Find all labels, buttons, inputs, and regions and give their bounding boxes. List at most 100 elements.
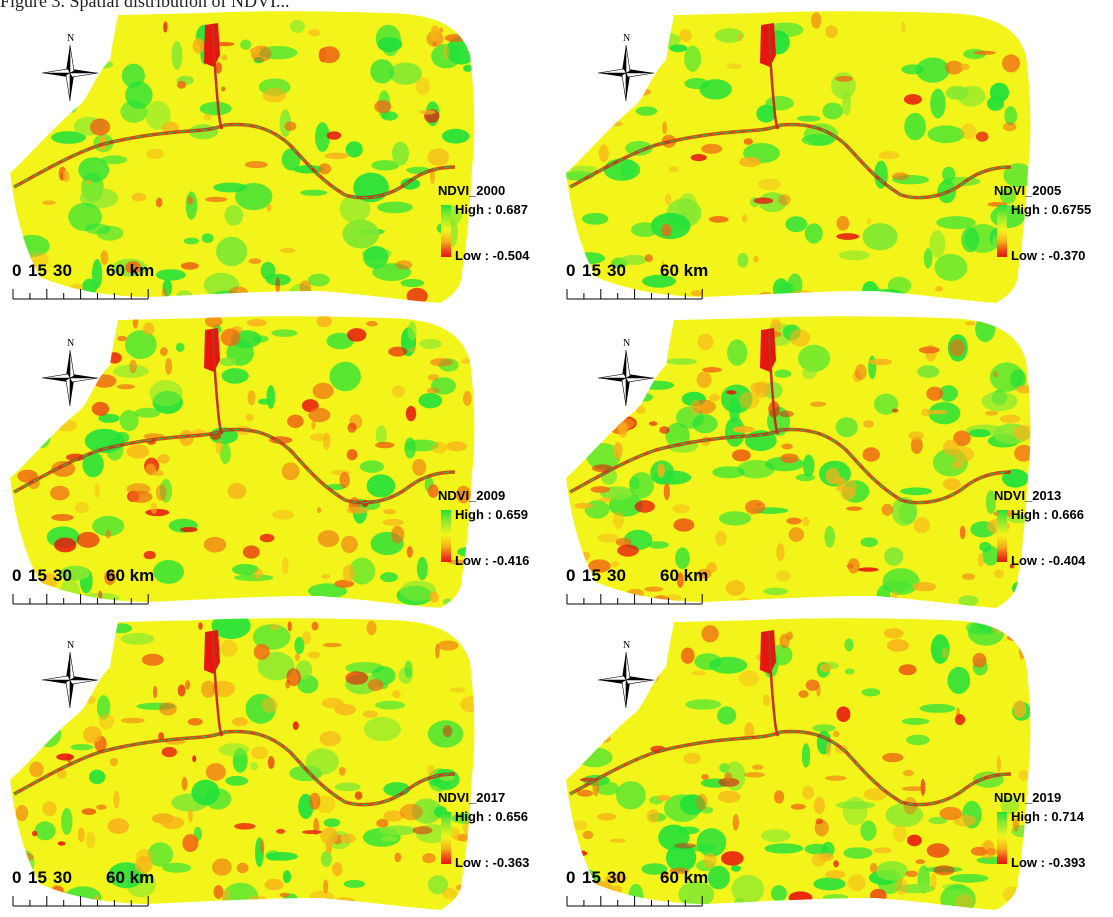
north-letter: N [623,33,631,44]
low-ndvi-patch [836,485,848,492]
low-ndvi-patch [980,316,999,325]
low-ndvi-patch [732,814,739,831]
legend-low-value: Low : -0.370 [1011,248,1086,263]
low-ndvi-patch [246,319,267,327]
low-ndvi-patch [326,131,342,140]
low-ndvi-patch [891,590,898,607]
low-ndvi-patch [56,769,67,779]
high-ndvi-patch [801,743,811,768]
high-ndvi-patch [307,273,330,287]
high-ndvi-patch [339,194,371,224]
low-ndvi-patch [203,536,227,553]
low-ndvi-patch [427,374,440,381]
high-ndvi-patch [375,425,387,444]
low-ndvi-patch [83,726,102,744]
low-ndvi-patch [315,795,336,814]
low-ndvi-patch [744,722,755,739]
low-ndvi-patch [883,597,897,606]
scale-label: 30 [607,566,626,585]
scale-bar [12,896,149,907]
low-ndvi-patch [17,685,39,702]
low-ndvi-patch [866,218,872,225]
legend-title: NDVI_2017 [438,790,506,805]
high-ndvi-patch [366,474,396,498]
high-ndvi-patch [252,624,291,650]
low-ndvi-patch [146,148,164,159]
low-ndvi-patch [731,449,751,462]
high-ndvi-patch [923,248,933,269]
high-ndvi-patch [216,236,248,267]
low-ndvi-patch [366,620,377,636]
low-ndvi-patch [391,525,405,544]
high-ndvi-patch [294,636,305,655]
high-ndvi-patch [862,223,898,251]
high-ndvi-patch [778,282,796,304]
high-ndvi-patch [345,662,385,674]
low-ndvi-patch [62,170,70,183]
high-ndvi-patch [282,870,291,883]
low-ndvi-patch [898,664,917,676]
high-ndvi-patch [731,874,765,904]
low-ndvi-patch [774,790,785,804]
scale-label: 30 [53,566,72,585]
low-ndvi-patch [726,390,737,395]
high-ndvi-patch [88,769,106,785]
high-ndvi-patch [427,720,464,748]
legend-color-ramp [997,205,1007,257]
low-ndvi-patch [266,203,272,212]
scale-label: 30 [607,868,626,887]
low-ndvi-patch [86,831,96,849]
low-ndvi-patch [595,735,611,743]
low-ndvi-patch [868,358,893,366]
high-ndvi-patch [813,877,846,891]
low-ndvi-patch [1002,122,1017,132]
high-ndvi-patch [729,397,740,423]
low-ndvi-patch [113,790,120,809]
low-ndvi-patch [249,47,261,54]
ndvi-map-panel: N NDVI_2017 High : 0.656 Low : -0.363 0 15 30 6… [0,612,556,917]
low-ndvi-patch [618,422,628,438]
high-ndvi-patch [629,472,654,499]
high-ndvi-patch [201,233,214,244]
low-ndvi-patch [857,567,879,572]
high-ndvi-patch [342,219,380,249]
high-ndvi-patch [982,545,999,566]
low-ndvi-patch [50,485,70,501]
low-ndvi-patch [824,775,847,781]
low-ndvi-patch [592,779,600,797]
low-ndvi-patch [73,623,97,636]
low-ndvi-patch [461,358,470,365]
legend-title: NDVI_2005 [994,183,1062,198]
high-ndvi-patch [1003,163,1031,188]
low-ndvi-patch [802,785,814,800]
low-ndvi-patch [891,172,909,180]
low-ndvi-patch [205,196,228,203]
scale-label: 15 [28,868,47,887]
high-ndvi-patch [78,157,110,183]
low-ndvi-patch [282,557,289,575]
low-ndvi-patch [863,420,874,428]
scale-label: 60 km [660,566,709,585]
high-ndvi-patch [838,250,870,261]
high-ndvi-patch [258,398,271,405]
low-ndvi-patch [449,687,466,693]
high-ndvi-patch [641,863,668,875]
low-ndvi-patch [941,647,949,659]
high-ndvi-patch [701,806,714,814]
low-ndvi-patch [833,860,839,868]
low-ndvi-patch [975,131,989,142]
low-ndvi-patch [683,752,701,765]
ndvi-map-panel: N NDVI_2000 High : 0.687 Low : -0.504 0 15 30 6… [0,5,556,310]
low-ndvi-patch [977,553,984,567]
high-ndvi-patch [861,688,881,697]
low-ndvi-patch [272,510,295,520]
high-ndvi-patch [798,344,831,372]
low-ndvi-patch [836,706,851,722]
low-ndvi-patch [662,121,667,135]
low-ndvi-patch [758,178,781,191]
low-ndvi-patch [955,894,974,911]
low-ndvi-patch [244,161,268,169]
high-ndvi-patch [891,496,918,526]
high-ndvi-patch [380,835,399,842]
urban-area [760,630,776,674]
